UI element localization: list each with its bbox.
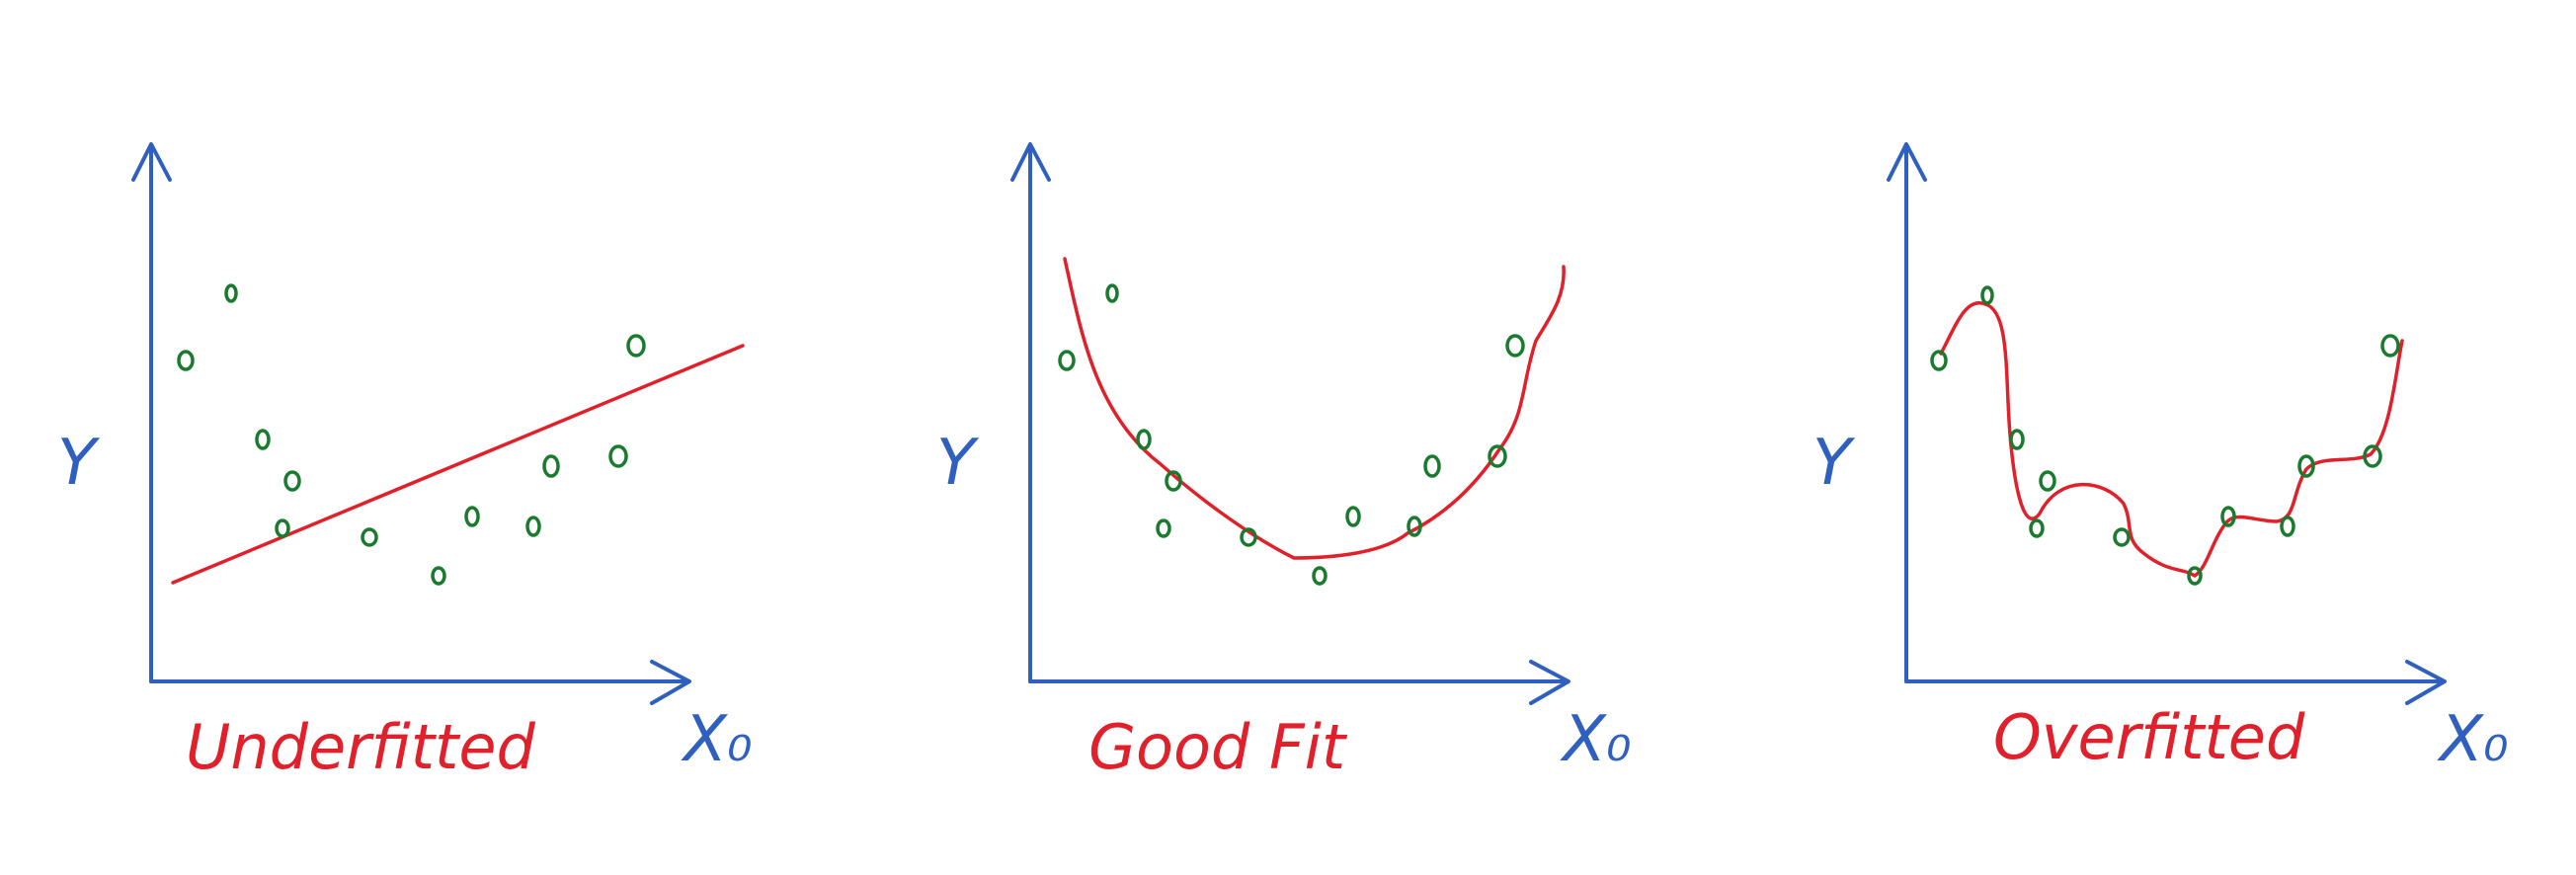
data-point	[1156, 518, 1171, 538]
x-axis-label: X₀	[1560, 703, 1632, 776]
data-point	[275, 518, 290, 538]
data-point	[1240, 527, 1257, 547]
fit-line	[171, 344, 745, 585]
data-point	[2280, 516, 2295, 537]
data-point	[283, 470, 301, 492]
data-point	[431, 566, 446, 586]
data-point	[1136, 429, 1152, 450]
data-point	[542, 454, 560, 478]
fit-curve	[1939, 300, 2404, 578]
data-point	[2009, 429, 2025, 450]
data-point	[2220, 506, 2236, 527]
data-point	[2113, 527, 2131, 547]
x-axis-label: X₀	[2437, 703, 2509, 776]
data-point	[1423, 454, 1441, 478]
data-point	[2039, 470, 2056, 492]
panel-label-overfitted: Overfitted	[1993, 701, 2305, 773]
data-point	[1312, 566, 1328, 586]
panel-overfitted: Y X₀ Overfitted	[1812, 142, 2509, 776]
fit-curve	[1063, 257, 1566, 560]
data-point	[2380, 334, 2400, 358]
panel-good-fit: Y X₀ Good Fit	[936, 142, 1632, 783]
y-axis-label: Y	[1812, 427, 1856, 500]
x-axis	[1028, 660, 1570, 705]
data-point	[1930, 350, 1948, 371]
y-axis-label: Y	[936, 427, 980, 500]
data-point	[464, 506, 480, 527]
data-point	[525, 516, 541, 537]
data-point	[1105, 283, 1119, 303]
data-point	[1345, 506, 1361, 527]
data-point	[177, 350, 195, 371]
data-point	[1407, 516, 1422, 537]
data-point	[1488, 444, 1507, 468]
data-point	[626, 334, 646, 358]
data-point	[1165, 470, 1182, 492]
data-points	[177, 283, 646, 586]
data-point	[2363, 444, 2382, 468]
x-axis	[1904, 660, 2447, 705]
data-point	[361, 527, 378, 547]
panel-label-good-fit: Good Fit	[1088, 711, 1348, 783]
x-axis	[149, 660, 691, 705]
data-points	[1930, 285, 2400, 586]
data-point	[224, 283, 238, 303]
data-point	[255, 429, 271, 450]
y-axis	[1887, 142, 1927, 683]
y-axis-label: Y	[57, 427, 101, 500]
panel-underfitted: Y X₀ Underfitted	[57, 142, 753, 783]
data-point	[1980, 285, 1994, 305]
data-point	[608, 444, 628, 468]
data-point	[1058, 350, 1076, 371]
y-axis	[131, 142, 172, 683]
panel-label-underfitted: Underfitted	[186, 711, 535, 783]
data-points	[1058, 283, 1525, 586]
data-point	[2029, 518, 2045, 538]
data-point	[1505, 334, 1525, 358]
data-point	[2297, 454, 2315, 478]
data-point	[2187, 566, 2203, 586]
x-axis-label: X₀	[681, 703, 753, 776]
y-axis	[1010, 142, 1051, 683]
